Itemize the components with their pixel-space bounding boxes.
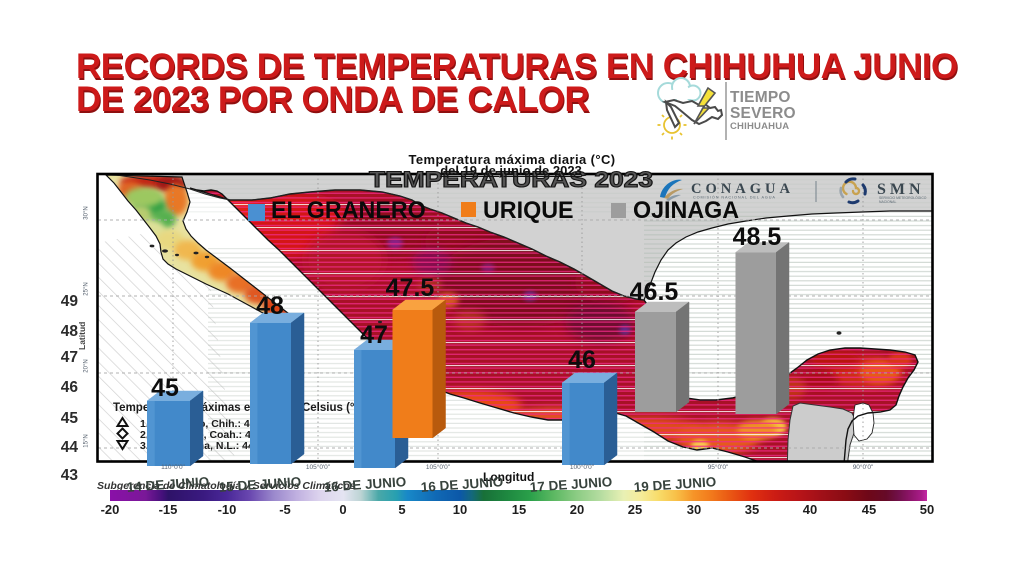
svg-text:SERVICIO METEOROLÓGICO: SERVICIO METEOROLÓGICO	[879, 195, 927, 200]
svg-text:NACIONAL: NACIONAL	[879, 200, 896, 204]
svg-text:COMISIÓN NACIONAL DEL AGUA: COMISIÓN NACIONAL DEL AGUA	[693, 195, 776, 200]
svg-text:SMN: SMN	[877, 181, 925, 198]
svg-text:CONAGUA: CONAGUA	[691, 181, 794, 197]
svg-text:TIEMPO: TIEMPO	[730, 89, 791, 106]
svg-text:SEVERO: SEVERO	[730, 105, 796, 122]
svg-text:CHIHUAHUA: CHIHUAHUA	[730, 121, 789, 132]
